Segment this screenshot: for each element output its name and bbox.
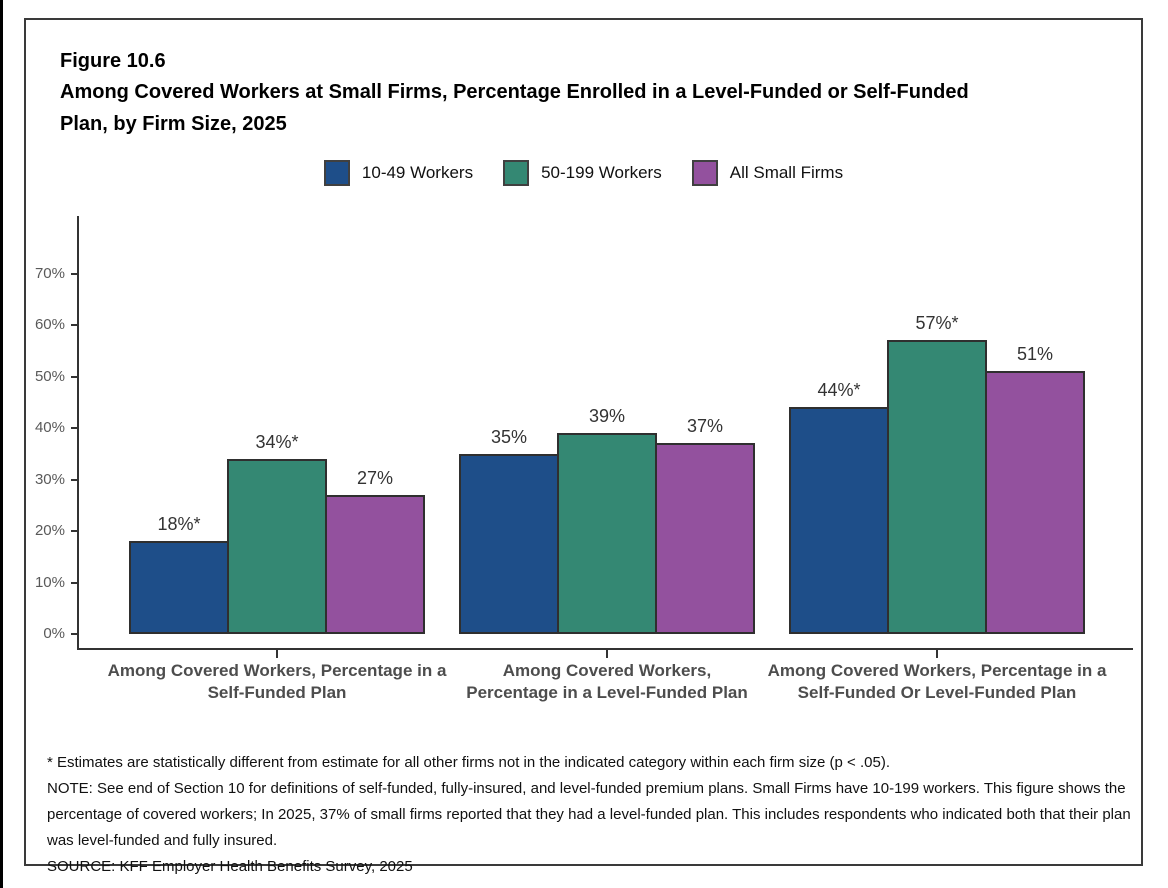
bar-group: 18%* 34%* 27% [129,432,425,634]
bar: 57%* [887,313,987,634]
title-block: Figure 10.6 Among Covered Workers at Sma… [60,46,1020,140]
bar-value-label: 51% [1016,344,1054,365]
bar-value-label: 39% [588,406,626,427]
y-axis-tick-label: 40% [34,419,65,436]
y-axis-tick [71,530,77,532]
y-axis-tick-label: 10% [34,573,65,591]
legend: 10-49 Workers 50-199 Workers All Small Fir… [26,160,1141,186]
bar-value-label: 37% [686,416,724,437]
bar: 39% [557,406,657,634]
y-axis-tick-label: 0% [43,625,65,642]
bar: 35% [459,427,559,634]
bar-group: 35% 39% 37% [459,406,755,634]
bar-value-label: 57%* [915,313,959,334]
footnote-source: SOURCE: KFF Employer Health Benefits Sur… [47,858,413,875]
y-axis-tick [71,375,77,378]
bar-value-label: 18%* [157,514,201,535]
bar: 18%* [129,514,229,634]
bar-group: 44%* 57%* 51% [789,313,1085,634]
plot-area: 0% 10% 20% 30% 40% 50% 60% 70% 18%* 34%* 27% Among … [35,216,1133,702]
bar-value-label: 44%* [817,380,861,401]
y-axis-tick [71,427,77,429]
x-axis-tick [936,650,938,658]
bar: 51% [985,344,1085,634]
x-axis-category-label: Among Covered Workers, Percentage in a L… [466,661,748,702]
y-axis-tick [71,478,77,481]
x-axis-tick [606,650,608,658]
legend-item: 50-199 Workers [503,160,662,186]
legend-color-swatch [503,160,530,186]
footnotes: * Estimates are statistically different … [47,750,1135,880]
figure-border-box: Figure 10.6 Among Covered Workers at Sma… [24,18,1143,875]
bar: 27% [325,468,425,634]
y-axis-tick-label: 70% [34,264,65,282]
legend-item: All Small Firms [691,160,844,186]
y-axis-tick-label: 20% [34,522,65,539]
bar: 37% [655,416,755,634]
bar-value-label: 27% [356,467,394,488]
bar: 44%* [789,380,889,634]
legend-label: All Small Firms [729,163,844,182]
x-axis-tick [276,650,278,658]
legend-label: 10-49 Workers [361,163,474,182]
figure-number: Figure 10.6 [60,50,166,72]
x-axis-category-label: Among Covered Workers, Percentage in a S… [767,661,1107,702]
footnote-significance: * Estimates are statistically different … [47,754,890,771]
legend-item: 10-49 Workers [323,160,474,186]
y-axis-tick-label: 60% [34,316,65,333]
legend-color-swatch [691,160,718,186]
footnote-note: NOTE: See end of Section 10 for definiti… [47,780,1131,849]
legend-color-swatch [323,160,350,186]
y-axis-tick-label: 50% [34,367,65,385]
x-axis-category-label: Among Covered Workers, Percentage in a S… [107,661,447,702]
y-axis-tick [71,633,77,635]
y-axis-tick-label: 30% [34,470,65,488]
legend-label: 50-199 Workers [541,163,662,182]
figure-title: Among Covered Workers at Small Firms, Pe… [60,81,969,135]
bar-value-label: 34%* [255,431,299,452]
y-axis-tick [71,272,77,275]
bar-value-label: 35% [490,426,528,447]
y-axis-tick [71,581,77,584]
bar: 34%* [227,432,327,634]
y-axis-tick [71,324,77,326]
